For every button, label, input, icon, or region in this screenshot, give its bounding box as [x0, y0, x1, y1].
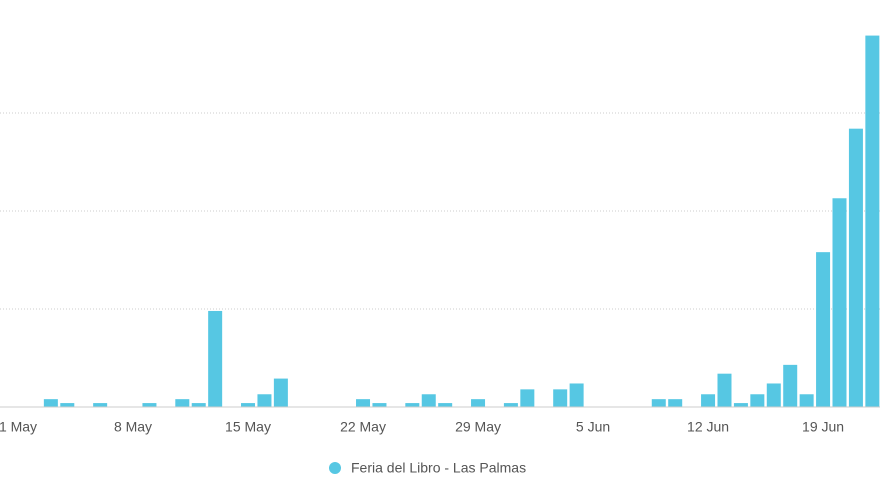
bar — [421, 394, 436, 407]
bar — [865, 35, 880, 408]
bar — [783, 364, 798, 407]
x-tick-label: 1 May — [0, 419, 37, 435]
bar — [832, 198, 847, 407]
bar — [241, 403, 256, 407]
bar — [553, 389, 568, 407]
bar — [60, 403, 75, 407]
bar — [93, 403, 108, 407]
legend-label: Feria del Libro - Las Palmas — [351, 460, 526, 476]
bar — [257, 394, 272, 407]
bar — [191, 403, 206, 407]
x-tick-label: 12 Jun — [687, 419, 729, 435]
x-tick-label: 8 May — [114, 419, 152, 435]
bar — [503, 403, 518, 407]
bar — [816, 252, 831, 407]
bar — [766, 383, 781, 407]
bar — [273, 378, 288, 407]
bar — [799, 394, 814, 407]
bar — [372, 403, 387, 407]
legend-marker — [329, 462, 341, 474]
bar — [651, 399, 666, 407]
x-tick-label: 15 May — [225, 419, 271, 435]
bar — [43, 399, 58, 407]
bar — [733, 403, 748, 407]
bar — [668, 399, 683, 407]
bar — [569, 383, 584, 407]
x-tick-label: 22 May — [340, 419, 386, 435]
x-tick-label: 19 Jun — [802, 419, 844, 435]
bar — [750, 394, 765, 407]
bar — [208, 310, 223, 407]
bar — [438, 403, 453, 407]
bar — [356, 399, 371, 407]
bar — [471, 399, 486, 407]
bar — [405, 403, 420, 407]
bar — [175, 399, 190, 407]
bar — [520, 389, 535, 407]
bar — [701, 394, 716, 407]
bar — [717, 373, 732, 407]
bar — [848, 128, 863, 407]
x-tick-label: 5 Jun — [576, 419, 610, 435]
bar — [142, 403, 157, 407]
x-tick-label: 29 May — [455, 419, 501, 435]
